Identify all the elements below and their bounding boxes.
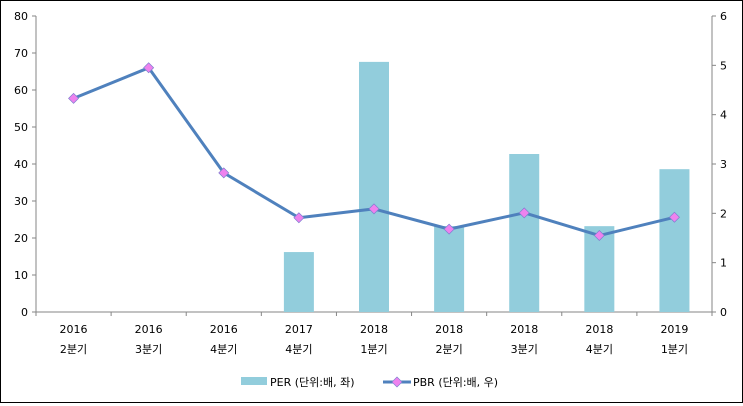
per-bar <box>509 154 540 312</box>
left-tick-label: 40 <box>14 158 28 171</box>
right-tick-label: 0 <box>720 306 727 319</box>
x-tick-label-year: 2016 <box>210 323 238 336</box>
legend-pbr-label: PBR (단위:배, 우) <box>413 376 498 389</box>
legend-per-label: PER (단위:배, 좌) <box>270 376 355 389</box>
pbr-marker <box>293 212 305 224</box>
per-bar <box>283 252 314 312</box>
left-tick-label: 80 <box>14 10 28 23</box>
x-tick-label-year: 2018 <box>510 323 538 336</box>
x-tick-label-year: 2016 <box>135 323 163 336</box>
x-tick-label-quarter: 4분기 <box>210 343 237 356</box>
pbr-marker <box>443 223 455 235</box>
x-tick-label-quarter: 1분기 <box>661 343 688 356</box>
x-tick-label-quarter: 2분기 <box>60 343 87 356</box>
x-tick-label-year: 2018 <box>585 323 613 336</box>
left-tick-label: 20 <box>14 232 28 245</box>
pbr-marker <box>368 203 380 215</box>
left-tick-label: 60 <box>14 84 28 97</box>
right-tick-label: 2 <box>720 207 727 220</box>
left-tick-label: 0 <box>21 306 28 319</box>
x-tick-label-quarter: 4분기 <box>586 343 613 356</box>
per-bar <box>359 61 389 312</box>
pbr-marker <box>593 230 605 242</box>
x-tick-label-quarter: 3분기 <box>135 343 162 356</box>
x-tick-label-quarter: 4분기 <box>285 343 312 356</box>
x-tick-label-year: 2018 <box>435 323 463 336</box>
x-tick-label-year: 2017 <box>285 323 313 336</box>
x-tick-label-year: 2019 <box>660 323 688 336</box>
x-tick-label-year: 2018 <box>360 323 388 336</box>
left-tick-label: 30 <box>14 195 28 208</box>
per-bar <box>434 226 465 312</box>
per-bar <box>659 169 690 312</box>
x-tick-label-quarter: 2분기 <box>435 343 462 356</box>
pbr-marker <box>143 62 155 74</box>
x-tick-label-year: 2016 <box>60 323 88 336</box>
left-tick-label: 10 <box>14 269 28 282</box>
x-tick-label-quarter: 1분기 <box>360 343 387 356</box>
legend-per-swatch <box>241 377 267 385</box>
right-tick-label: 6 <box>720 10 727 23</box>
left-tick-label: 50 <box>14 121 28 134</box>
pbr-marker <box>218 167 230 179</box>
legend-pbr-marker <box>391 376 403 388</box>
pbr-marker <box>68 92 80 104</box>
right-tick-label: 4 <box>720 109 727 122</box>
right-tick-label: 3 <box>720 158 727 171</box>
right-tick-label: 1 <box>720 257 727 270</box>
pbr-marker <box>518 207 530 219</box>
left-tick-label: 70 <box>14 47 28 60</box>
pbr-marker <box>668 211 680 223</box>
x-tick-label-quarter: 3분기 <box>511 343 538 356</box>
right-tick-label: 5 <box>720 59 727 72</box>
